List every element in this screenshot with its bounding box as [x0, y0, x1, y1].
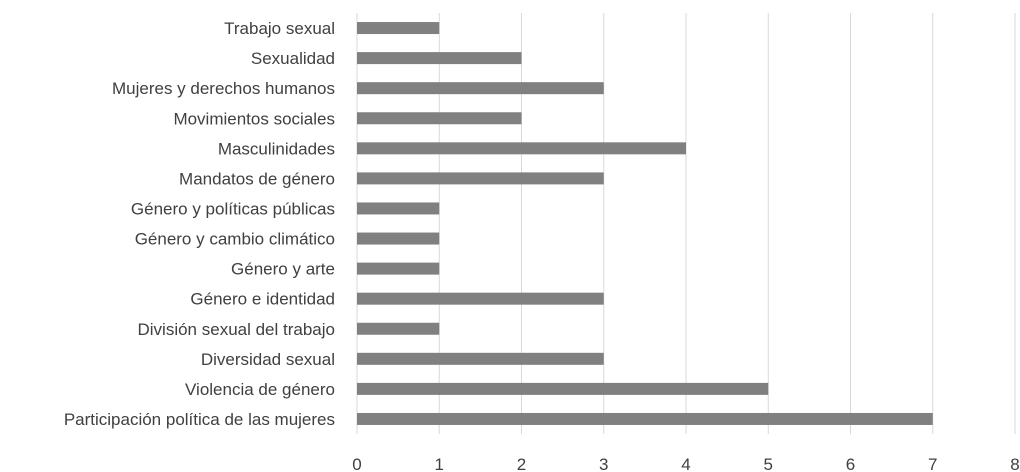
x-tick-label: 3: [599, 455, 608, 472]
x-tick-label: 1: [435, 455, 444, 472]
category-label: Género y políticas públicas: [131, 199, 335, 218]
category-label: Género y cambio climático: [135, 230, 335, 249]
x-tick-label: 4: [681, 455, 690, 472]
x-tick-label: 8: [1010, 455, 1019, 472]
bar: [357, 232, 440, 245]
category-label: Género e identidad: [190, 290, 335, 309]
bar: [357, 142, 686, 155]
category-label: Movimientos sociales: [173, 109, 335, 128]
category-label: Mandatos de género: [179, 169, 335, 188]
category-label: División sexual del trabajo: [138, 320, 336, 339]
bar: [357, 202, 440, 215]
category-label: Participación política de las mujeres: [64, 410, 335, 429]
category-label: Mujeres y derechos humanos: [112, 79, 335, 98]
category-label: Trabajo sexual: [224, 19, 335, 38]
category-label: Diversidad sexual: [201, 350, 335, 369]
category-label: Masculinidades: [218, 139, 335, 158]
category-label: Sexualidad: [251, 49, 335, 68]
bar: [357, 172, 604, 185]
grid: [356, 13, 1016, 434]
x-tick-label: 6: [846, 455, 855, 472]
x-tick-label: 5: [764, 455, 773, 472]
bar: [357, 52, 522, 65]
x-tick-label: 7: [928, 455, 937, 472]
bar: [357, 262, 440, 275]
bar: [357, 82, 604, 95]
x-tick-label: 2: [517, 455, 526, 472]
x-tick-label: 0: [352, 455, 361, 472]
bar: [357, 112, 522, 125]
bar: [357, 382, 769, 395]
category-label: Violencia de género: [185, 380, 335, 399]
category-label: Género y arte: [231, 260, 335, 279]
category-labels: Trabajo sexual Sexualidad Mujeres y derech…: [64, 19, 335, 429]
x-tick-labels: 0 1 2 3 4 5 6 7 8: [352, 455, 1019, 472]
bar: [357, 352, 604, 365]
bar: [357, 22, 440, 35]
bar: [357, 322, 440, 335]
bar: [357, 292, 604, 305]
bar: [357, 412, 933, 425]
bars: [357, 22, 933, 425]
